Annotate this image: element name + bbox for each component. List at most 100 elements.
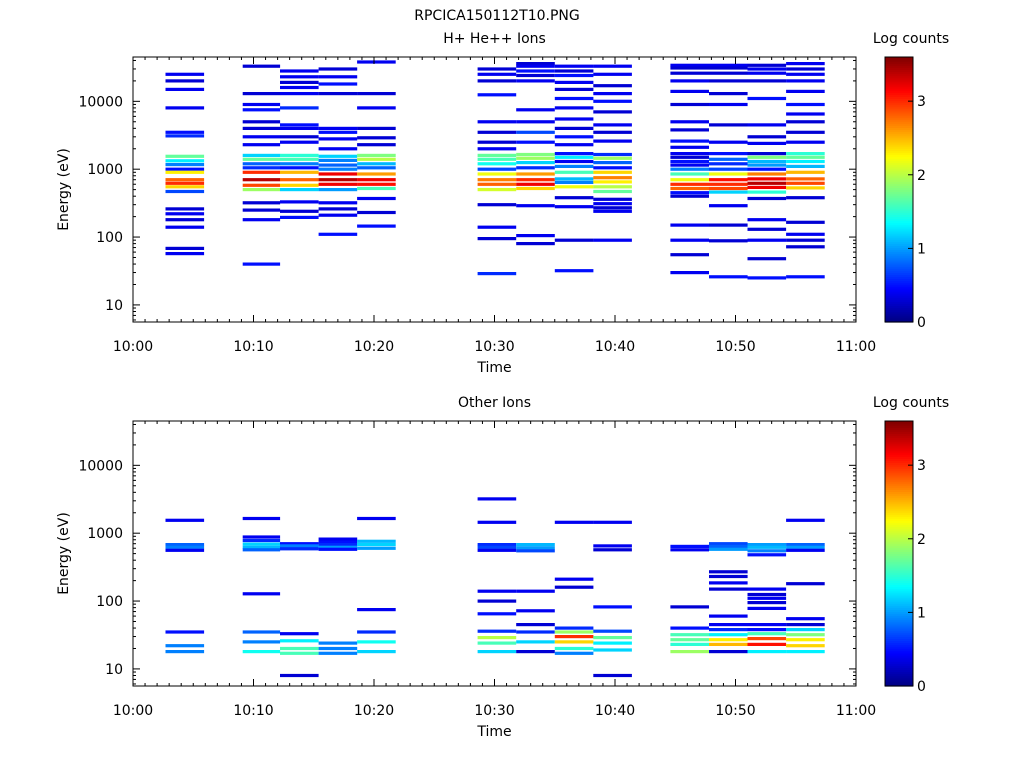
colorbar-segment: [885, 478, 913, 482]
data-cell: [280, 544, 319, 548]
colorbar-segment: [885, 679, 913, 683]
data-cell: [593, 648, 632, 652]
colorbar-segment: [885, 315, 913, 319]
data-cell: [747, 190, 787, 194]
data-cell: [593, 641, 632, 645]
colorbar-segment: [885, 185, 913, 189]
data-cell: [593, 166, 632, 170]
colorbar-segment: [885, 599, 913, 602]
colorbar-label: Log counts: [873, 395, 949, 411]
colorbar-segment: [885, 228, 913, 232]
data-cell: [477, 157, 517, 161]
data-cell: [516, 609, 555, 613]
colorbar-segment: [885, 634, 913, 637]
x-tick-label: 10:20: [354, 703, 394, 719]
colorbar-segment: [885, 131, 913, 135]
data-cell: [747, 642, 787, 646]
data-cell: [554, 143, 594, 147]
colorbar-segment: [885, 201, 913, 205]
colorbar-segment: [885, 576, 913, 579]
data-cell: [280, 188, 319, 192]
data-cell: [318, 158, 358, 162]
data-cell: [786, 638, 825, 642]
data-cell: [709, 581, 748, 585]
data-cell: [786, 112, 825, 116]
data-cell: [165, 72, 205, 76]
colorbar-segment: [885, 247, 913, 251]
data-cell: [318, 213, 358, 217]
data-cell: [554, 96, 594, 101]
colorbar-segment: [885, 177, 913, 180]
data-cell: [670, 650, 709, 654]
colorbar-segment: [885, 94, 913, 97]
data-cell: [242, 208, 281, 212]
colorbar-segment: [885, 514, 913, 517]
data-cell: [357, 92, 396, 96]
colorbar-segment: [885, 481, 913, 484]
figure-title: RPCICA150112T10.PNG: [414, 8, 579, 24]
data-cell: [554, 135, 594, 139]
data-cell: [670, 253, 709, 257]
colorbar-segment: [885, 530, 913, 534]
colorbar-segment: [885, 278, 913, 282]
colorbar-segment: [885, 683, 913, 687]
data-cell: [165, 543, 205, 547]
data-cell: [709, 547, 748, 551]
colorbar-frame: [884, 56, 914, 323]
data-cell: [747, 177, 787, 181]
data-cell: [593, 206, 632, 210]
colorbar-segment: [885, 257, 913, 261]
colorbar-segment: [885, 249, 913, 253]
data-cell: [165, 644, 205, 648]
data-cell: [747, 172, 787, 176]
data-cell: [670, 66, 709, 70]
data-cell: [670, 633, 709, 637]
data-cell: [747, 159, 787, 164]
x-tick-label: 10:50: [715, 339, 755, 355]
data-cell: [554, 205, 594, 209]
data-cell: [318, 651, 358, 655]
data-cell: [242, 153, 281, 157]
colorbar-segment: [885, 123, 913, 126]
colorbar-segment: [885, 646, 913, 650]
data-cell: [516, 166, 555, 170]
colorbar-segment: [885, 286, 913, 290]
data-cell: [318, 540, 358, 544]
data-cell: [554, 185, 594, 189]
data-cell: [357, 608, 396, 612]
data-cell: [554, 159, 594, 164]
colorbar-segment: [885, 92, 913, 95]
data-cell: [477, 599, 517, 603]
data-cell: [242, 542, 281, 546]
data-cell: [477, 272, 517, 276]
data-cell: [593, 64, 632, 68]
colorbar-segment: [885, 189, 913, 193]
colorbar-segment: [885, 497, 913, 501]
data-cell: [242, 157, 281, 161]
data-cell: [747, 637, 787, 641]
data-cell: [165, 548, 205, 552]
colorbar-segment: [885, 423, 913, 426]
data-cell: [516, 120, 555, 124]
colorbar-segment: [885, 640, 913, 644]
data-cell: [709, 570, 748, 574]
colorbar-segment: [885, 561, 913, 565]
colorbar-segment: [885, 272, 913, 275]
data-cell: [554, 640, 594, 644]
colorbar-segment: [885, 117, 913, 120]
data-cell: [786, 275, 825, 279]
data-cell: [516, 182, 555, 186]
data-cell: [786, 232, 825, 236]
colorbar-segment: [885, 425, 913, 428]
data-cell: [477, 147, 517, 151]
data-cell: [280, 92, 319, 96]
colorbar-segment: [885, 642, 913, 646]
data-cell: [280, 542, 319, 546]
colorbar-segment: [885, 472, 913, 476]
colorbar-segment: [885, 615, 913, 619]
data-cell: [357, 182, 396, 186]
colorbar-segment: [885, 290, 913, 294]
data-cell: [593, 92, 632, 96]
colorbar-segment: [885, 268, 913, 271]
colorbar-segment: [885, 98, 913, 102]
